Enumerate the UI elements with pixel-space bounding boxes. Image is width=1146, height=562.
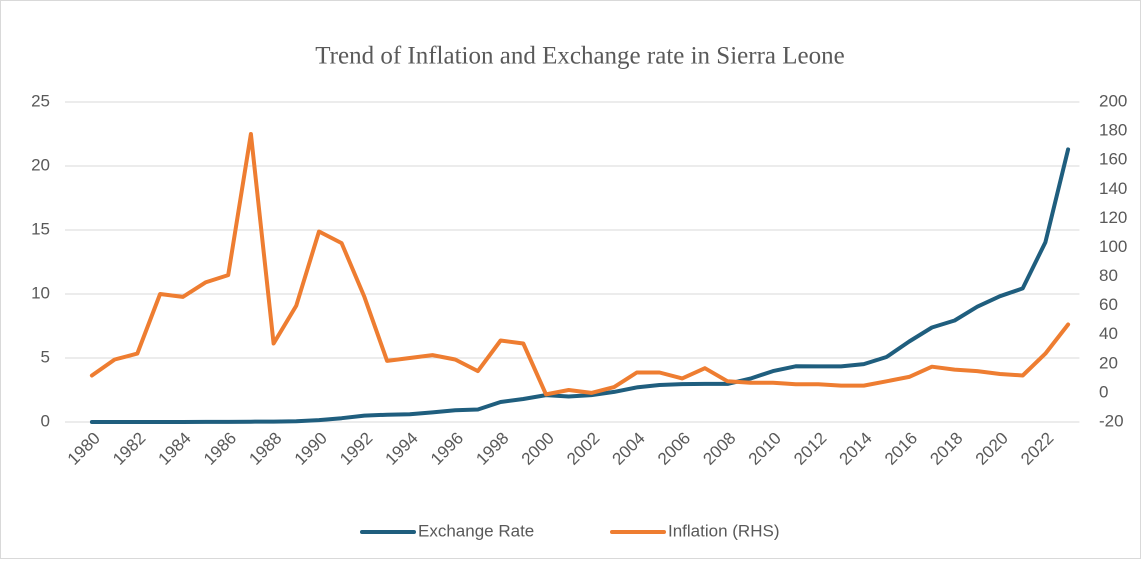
y2-tick-label: 140: [1099, 179, 1127, 198]
y-tick-label: 10: [31, 283, 50, 302]
y2-tick-label: 80: [1099, 266, 1118, 285]
line-series: [89, 147, 1071, 424]
y2-tick-label: 40: [1099, 324, 1118, 343]
y-tick-label: 0: [41, 411, 50, 430]
y2-tick-label: -20: [1099, 411, 1124, 430]
y2-tick-label: 20: [1099, 353, 1118, 372]
y2-tick-label: 160: [1099, 150, 1127, 169]
y-tick-label: 20: [31, 155, 50, 174]
y2-tick-label: 0: [1099, 382, 1108, 401]
y-tick-label: 25: [31, 91, 50, 110]
chart-title: Trend of Inflation and Exchange rate in …: [315, 43, 844, 70]
y2-tick-label: 100: [1099, 237, 1127, 256]
y2-tick-label: 120: [1099, 208, 1127, 227]
y-tick-label: 5: [41, 347, 50, 366]
y2-tick-label: 180: [1099, 121, 1127, 140]
legend-label: Exchange Rate: [418, 521, 534, 540]
y-tick-label: 15: [31, 219, 50, 238]
line-series: [89, 132, 1071, 397]
y2-tick-label: 60: [1099, 295, 1118, 314]
y2-tick-label: 200: [1099, 91, 1127, 110]
legend-label: Inflation (RHS): [668, 521, 779, 540]
